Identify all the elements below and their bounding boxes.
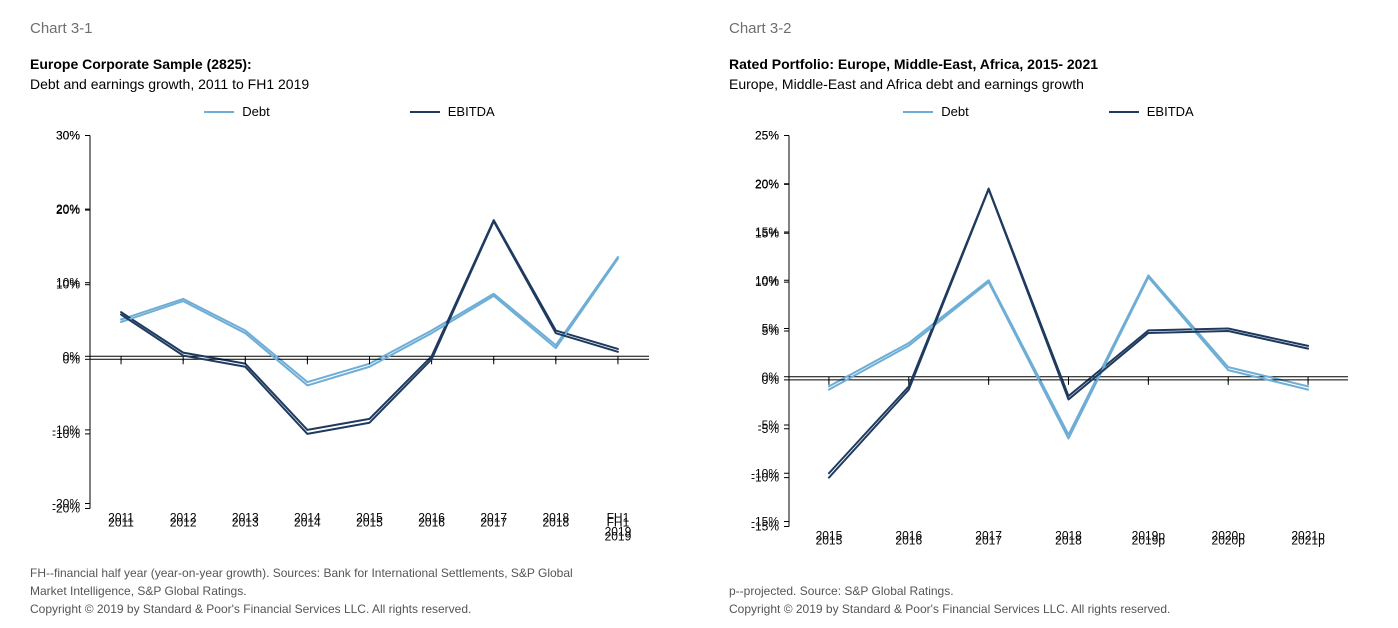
line-chart-right: -15% -10% -5% 0% 5% 10% 15% 20% 25% 2015 2016 2017 2… — [729, 123, 1368, 574]
svg-text:-20%: -20% — [52, 502, 80, 516]
svg-text:0%: 0% — [762, 373, 780, 387]
footnote-line: p--projected. Source: S&P Global Ratings… — [729, 582, 1368, 600]
legend-item-debt: Debt — [903, 104, 968, 119]
svg-text:2015: 2015 — [356, 516, 383, 530]
footnotes-right: p--projected. Source: S&P Global Ratings… — [729, 582, 1368, 618]
chart-area-right: -15% -10% -5% 0% 5% 10% 15% 20% 25% 2015 2016 2017 2… — [729, 123, 1368, 574]
svg-text:-10%: -10% — [52, 427, 80, 441]
svg-text:-5%: -5% — [758, 422, 780, 436]
svg-text:0%: 0% — [63, 352, 81, 366]
chart-label-right: Chart 3-2 — [729, 20, 1368, 37]
svg-text:2018: 2018 — [1055, 534, 1082, 548]
svg-text:2019p: 2019p — [1132, 534, 1166, 548]
svg-text:10%: 10% — [755, 275, 779, 289]
svg-text:2016: 2016 — [895, 534, 922, 548]
chart-label-left: Chart 3-1 — [30, 20, 669, 37]
legend-item-ebitda: EBITDA — [1109, 104, 1194, 119]
legend-label-debt: Debt — [242, 104, 269, 119]
footnote-line: Copyright © 2019 by Standard & Poor's Fi… — [30, 600, 669, 618]
footnote-line: Market Intelligence, S&P Global Ratings. — [30, 582, 669, 600]
left-panel: Chart 3-1 Europe Corporate Sample (2825)… — [30, 20, 669, 608]
svg-text:10%: 10% — [56, 278, 80, 292]
svg-text:2011: 2011 — [108, 516, 134, 530]
legend-right: Debt EBITDA — [729, 104, 1368, 119]
svg-text:30%: 30% — [56, 129, 80, 143]
svg-text:2015: 2015 — [816, 534, 843, 548]
svg-text:2018: 2018 — [542, 516, 569, 530]
svg-text:2020p: 2020p — [1212, 534, 1246, 548]
svg-text:25%: 25% — [755, 129, 779, 143]
chart-title-left: Europe Corporate Sample (2825): — [30, 55, 669, 75]
svg-text:2017: 2017 — [975, 534, 1002, 548]
legend-label-debt: Debt — [941, 104, 968, 119]
legend-label-ebitda: EBITDA — [1147, 104, 1194, 119]
legend-label-ebitda: EBITDA — [448, 104, 495, 119]
svg-text:2016: 2016 — [418, 516, 445, 530]
right-panel: Chart 3-2 Rated Portfolio: Europe, Middl… — [729, 20, 1368, 608]
svg-text:15%: 15% — [755, 226, 779, 240]
legend-swatch-debt — [204, 111, 234, 113]
svg-text:2012: 2012 — [170, 516, 197, 530]
legend-item-debt: Debt — [204, 104, 269, 119]
legend-swatch-ebitda — [410, 111, 440, 113]
svg-text:2017: 2017 — [480, 516, 507, 530]
chart-subtitle-left: Debt and earnings growth, 2011 to FH1 20… — [30, 75, 669, 95]
chart-title-right: Rated Portfolio: Europe, Middle-East, Af… — [729, 55, 1368, 75]
svg-text:FH1: FH1 — [607, 516, 630, 530]
footnotes-left: FH--financial half year (year-on-year gr… — [30, 564, 669, 618]
chart-area-left: -20% -10% 0% 10% 20% 30% 2011 2012 2013 2014 2015 2… — [30, 123, 669, 556]
line-chart-left: -20% -10% 0% 10% 20% 30% 2011 2012 2013 2014 2015 2… — [30, 123, 669, 556]
svg-text:2013: 2013 — [232, 516, 259, 530]
svg-text:20%: 20% — [56, 203, 80, 217]
legend-swatch-ebitda — [1109, 111, 1139, 113]
svg-text:2019: 2019 — [605, 530, 632, 544]
svg-text:-10%: -10% — [751, 471, 779, 485]
chart-subtitle-right: Europe, Middle-East and Africa debt and … — [729, 75, 1368, 95]
legend-left: Debt EBITDA — [30, 104, 669, 119]
legend-item-ebitda: EBITDA — [410, 104, 495, 119]
svg-text:-15%: -15% — [751, 520, 779, 534]
svg-text:2014: 2014 — [294, 516, 321, 530]
svg-text:20%: 20% — [755, 178, 779, 192]
legend-swatch-debt — [903, 111, 933, 113]
svg-text:5%: 5% — [762, 324, 780, 338]
footnote-line: FH--financial half year (year-on-year gr… — [30, 564, 669, 582]
footnote-line: Copyright © 2019 by Standard & Poor's Fi… — [729, 600, 1368, 618]
svg-text:2021p: 2021p — [1291, 534, 1325, 548]
